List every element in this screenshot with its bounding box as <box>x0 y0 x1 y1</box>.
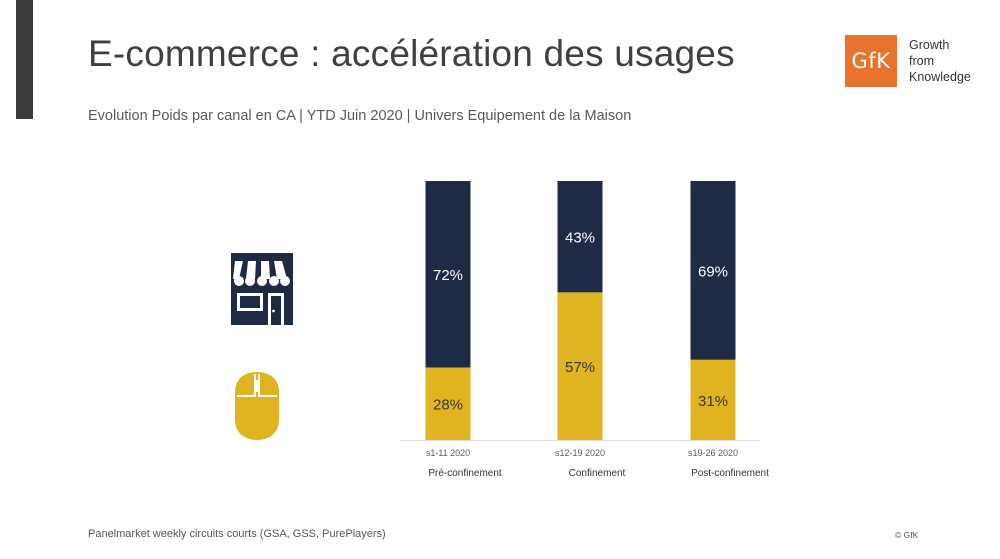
x-tick-label: s19-26 2020 <box>688 448 738 458</box>
bar-segment <box>690 359 736 440</box>
footer-copyright: © GfK <box>895 530 919 540</box>
page-subtitle: Evolution Poids par canal en CA | YTD Ju… <box>88 108 632 124</box>
logo-tagline: Growth from Knowledge <box>909 37 971 85</box>
data-label: 57% <box>565 359 595 376</box>
data-label: 69% <box>698 263 728 280</box>
x-category-sublabel: Pré-confinement <box>428 468 502 479</box>
data-label: 28% <box>433 397 463 414</box>
bar-segment <box>557 292 603 440</box>
gfk-logo-mark: GfK <box>851 49 891 73</box>
bar-segment <box>557 181 603 293</box>
data-label: 72% <box>433 267 463 284</box>
tagline-line-2: from <box>909 54 934 68</box>
x-category-sublabel: Post-confinement <box>691 468 769 479</box>
bar-segment <box>690 181 736 360</box>
gfk-logo: GfK <box>845 35 897 87</box>
data-label: 43% <box>565 230 595 247</box>
bar-segment <box>425 181 471 368</box>
accent-bar <box>16 0 33 119</box>
page-title: E-commerce : accélération des usages <box>88 33 735 74</box>
footer-source: Panelmarket weekly circuits courts (GSA,… <box>88 528 386 540</box>
x-tick-label: s12-19 2020 <box>555 448 605 458</box>
computer-mouse-icon <box>235 372 279 440</box>
storefront-icon <box>231 253 293 325</box>
bar-segment <box>425 367 471 440</box>
tagline-line-3: Knowledge <box>909 70 971 84</box>
tagline-line-1: Growth <box>909 38 950 52</box>
x-category-sublabel: Confinement <box>569 468 626 479</box>
x-tick-label: s1-11 2020 <box>426 448 470 458</box>
data-label: 31% <box>698 393 728 410</box>
